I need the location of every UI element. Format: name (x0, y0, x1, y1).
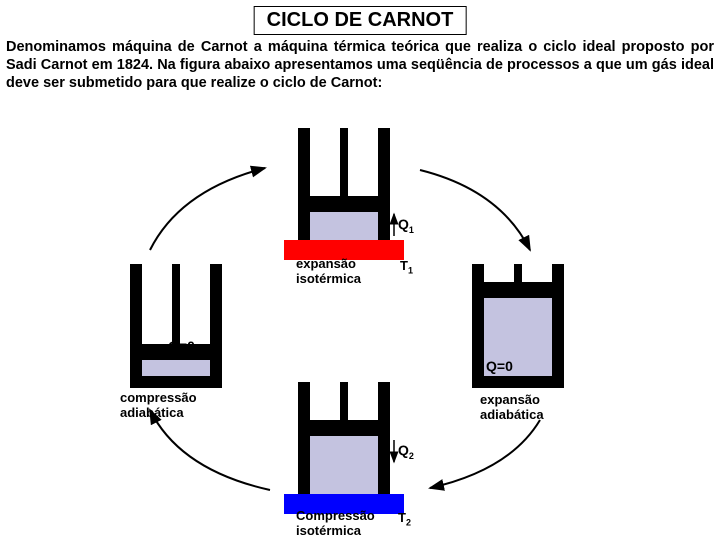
comp-adi-label: compressão adiabática (120, 390, 210, 420)
q1-label: Q1 (398, 216, 414, 235)
q2-label: Q2 (398, 442, 414, 461)
exp-iso-label: expansão isotérmica (296, 256, 376, 286)
q0-left-label: Q=0 (168, 338, 195, 354)
q0-right-label: Q=0 (486, 358, 513, 374)
t1-label: T1 (400, 258, 413, 276)
page-title: CICLO DE CARNOT (254, 6, 467, 35)
description-text: Denominamos máquina de Carnot a máquina … (6, 38, 714, 92)
piston-top (298, 128, 390, 260)
gas-bottom (310, 436, 378, 494)
piston-left (130, 264, 222, 376)
exp-adi-label: expansão adiabática (480, 392, 560, 422)
gas-top (310, 212, 378, 240)
gas-left (142, 360, 210, 376)
comp-iso-label: Compressão isotérmica (296, 508, 386, 538)
piston-bottom (298, 382, 390, 514)
t2-label: T2 (398, 510, 411, 528)
